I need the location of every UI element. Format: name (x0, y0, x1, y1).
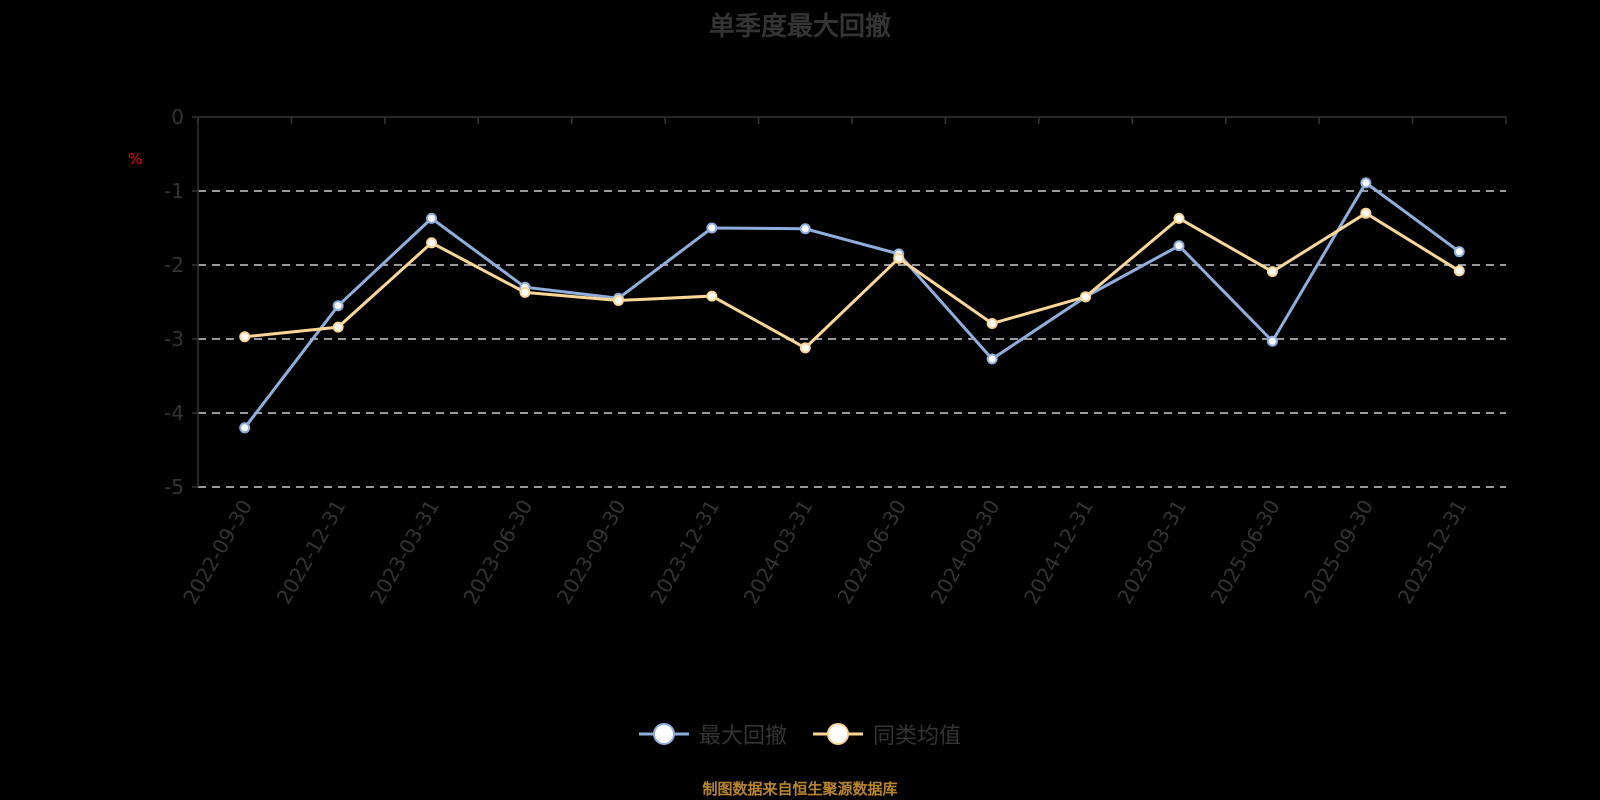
x-tick-label: 2024-03-31 (739, 496, 818, 609)
y-tick-label: -4 (164, 401, 184, 425)
x-tick-label: 2024-09-30 (926, 495, 1005, 608)
series-line (243, 180, 1461, 429)
y-tick-label: 0 (171, 105, 184, 129)
x-tick-label: 2023-06-30 (458, 496, 537, 609)
y-tick-label: -5 (164, 475, 184, 499)
legend-item-peer-average[interactable]: 同类均值 (813, 718, 961, 750)
data-point[interactable] (332, 300, 344, 312)
data-point[interactable] (799, 223, 811, 235)
data-point[interactable] (1360, 207, 1372, 219)
x-tick-label: 2023-03-31 (365, 495, 444, 608)
y-axis-unit: % (128, 150, 143, 168)
data-point[interactable] (426, 212, 438, 224)
data-point[interactable] (986, 317, 998, 329)
series-line (244, 211, 1461, 350)
x-tick-label: 2025-03-31 (1112, 496, 1191, 609)
data-point[interactable] (239, 331, 251, 343)
y-tick-label: -3 (164, 327, 184, 351)
data-point[interactable] (706, 222, 718, 234)
x-tick-label: 2024-12-31 (1019, 496, 1098, 609)
x-tick-label: 2025-09-30 (1299, 496, 1378, 609)
data-point[interactable] (893, 252, 905, 264)
chart-title: 单季度最大回撤 (708, 12, 891, 42)
data-point[interactable] (706, 290, 718, 302)
data-point[interactable] (1080, 291, 1092, 303)
data-point[interactable] (1453, 265, 1465, 277)
x-tick-label: 2022-09-30 (178, 496, 257, 609)
y-tick-label: -2 (164, 253, 184, 277)
data-point[interactable] (332, 321, 344, 333)
y-tick-label: -1 (164, 179, 184, 203)
data-point[interactable] (986, 353, 998, 365)
data-point[interactable] (612, 295, 624, 307)
legend-marker-icon (638, 723, 689, 745)
data-point[interactable] (1453, 246, 1465, 258)
data-point[interactable] (1173, 212, 1185, 224)
data-point[interactable] (1266, 266, 1278, 278)
data-point[interactable] (239, 422, 251, 434)
legend-marker-icon (813, 723, 863, 745)
data-point[interactable] (1266, 335, 1278, 347)
data-point[interactable] (519, 286, 531, 298)
legend-label: 最大回撤 (698, 724, 787, 749)
data-point[interactable] (1360, 177, 1372, 189)
legend: 最大回撤 同类均值 (0, 718, 1600, 750)
data-point[interactable] (426, 237, 438, 249)
data-point[interactable] (799, 342, 811, 354)
x-tick-label: 2023-09-30 (552, 496, 631, 609)
legend-label: 同类均值 (873, 724, 962, 749)
x-tick-label: 2025-06-30 (1206, 496, 1285, 609)
x-tick-label: 2022-12-31 (272, 496, 351, 609)
x-tick-label: 2025-12-31 (1393, 496, 1472, 609)
legend-item-max-drawdown[interactable]: 最大回撤 (638, 718, 787, 750)
data-point[interactable] (1173, 240, 1185, 252)
x-tick-label: 2024-06-30 (832, 496, 911, 609)
x-tick-label: 2023-12-31 (645, 496, 724, 609)
data-source-note: 制图数据来自恒生聚源数据库 (702, 780, 898, 798)
